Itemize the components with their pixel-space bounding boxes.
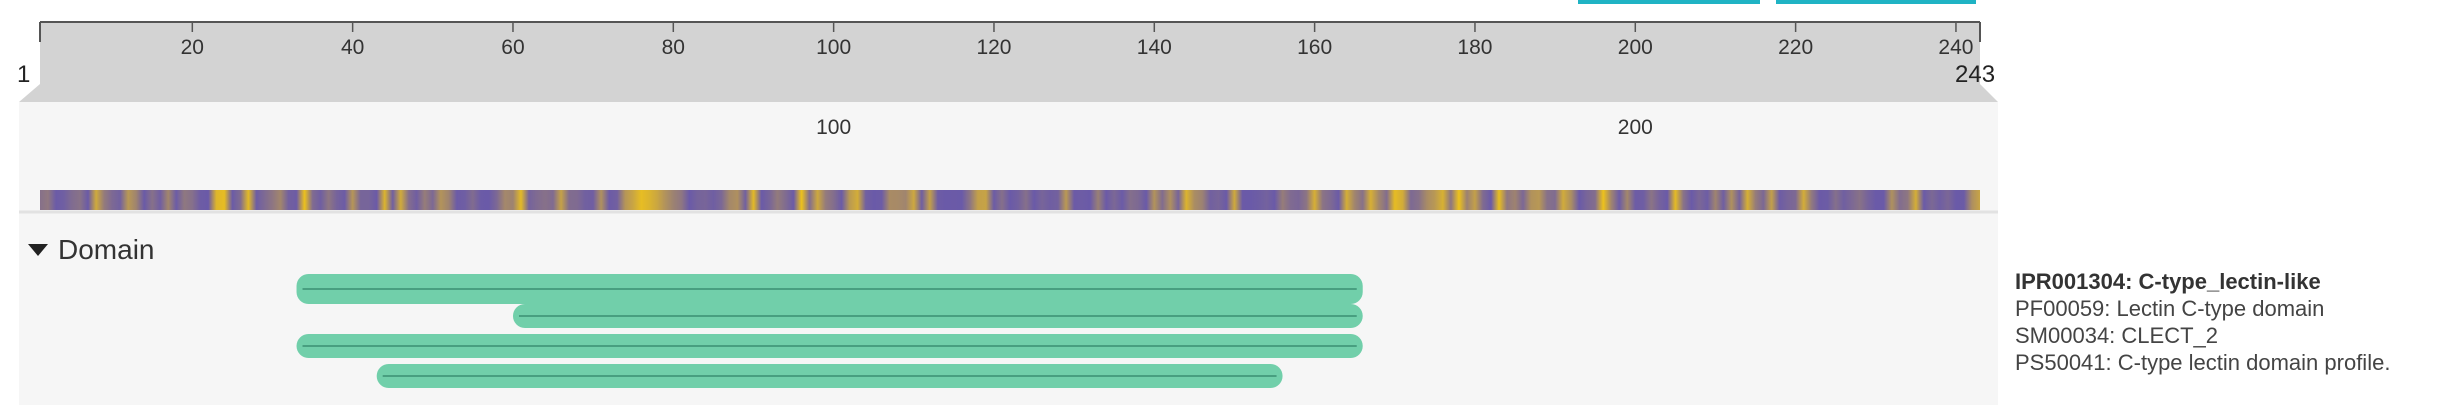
navigation-ruler[interactable]: [40, 22, 1980, 84]
ruler-tick-label: 40: [341, 36, 364, 59]
legend-entry[interactable]: SM00034: CLECT_2: [2015, 323, 2218, 348]
sequence-end-label: 243: [1955, 61, 1995, 88]
feature-legend: IPR001304: C-type_lectin-like PF00059: L…: [2015, 268, 2445, 376]
ruler-tick-label: 240: [1938, 36, 1973, 59]
toolbar-button-1[interactable]: [1578, 0, 1760, 4]
ruler-tick-label: 200: [1618, 36, 1653, 59]
caret-down-icon: [28, 244, 48, 256]
zoom-window-connector: [19, 84, 1998, 102]
zoom-tick-label: 200: [1618, 116, 1653, 139]
domain-section-label: Domain: [58, 234, 155, 265]
zoom-tick-label: 100: [816, 116, 851, 139]
residue-property-track[interactable]: [40, 190, 1980, 210]
ruler-tick-label: 120: [976, 36, 1011, 59]
ruler-tick-label: 160: [1297, 36, 1332, 59]
legend-entry[interactable]: PF00059: Lectin C-type domain: [2015, 296, 2325, 321]
toolbar-button-2[interactable]: [1776, 0, 1976, 4]
ruler-tick-label: 100: [816, 36, 851, 59]
sequence-start-label: 1: [17, 61, 30, 88]
ruler-tick-label: 20: [181, 36, 204, 59]
ruler-tick-label: 60: [501, 36, 524, 59]
ruler-tick-label: 80: [662, 36, 685, 59]
ruler-tick-label: 220: [1778, 36, 1813, 59]
ruler-tick-label: 180: [1457, 36, 1492, 59]
legend-entry[interactable]: PS50041: C-type lectin domain profile.: [2015, 350, 2391, 375]
legend-main-entry[interactable]: IPR001304: C-type_lectin-like: [2015, 269, 2321, 294]
tracks-panel: [19, 102, 1998, 405]
ruler-tick-label: 140: [1137, 36, 1172, 59]
domain-section-toggle[interactable]: Domain: [28, 230, 154, 270]
